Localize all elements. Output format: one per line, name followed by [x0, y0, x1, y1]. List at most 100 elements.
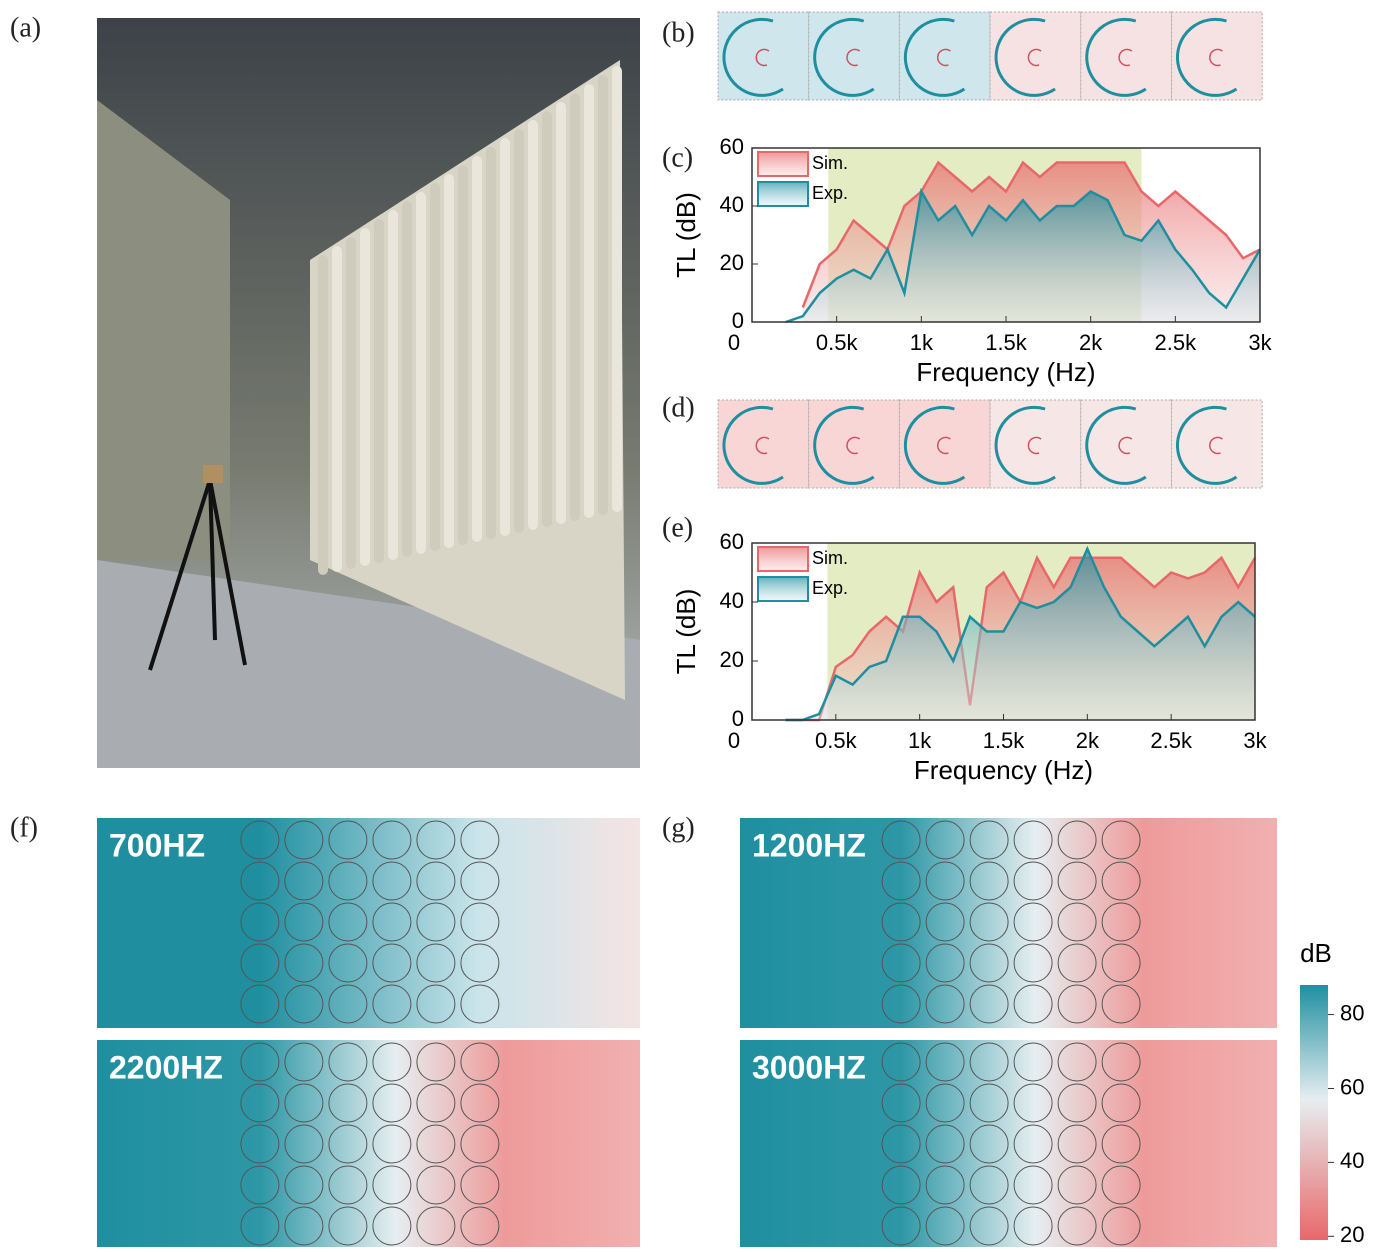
legend-label: Sim.: [812, 548, 848, 568]
scatterer: [1013, 1042, 1053, 1082]
scatterer: [1013, 902, 1053, 942]
colorbar-tick-label: 20: [1340, 1222, 1364, 1247]
panel-label: (b): [662, 17, 695, 48]
scatterer: [416, 984, 456, 1024]
cell-shape: [1175, 17, 1238, 97]
scatterer: [881, 861, 921, 901]
scatterer: [416, 1083, 456, 1123]
pleat: [318, 255, 328, 575]
y-tick-label: 20: [720, 647, 744, 672]
scatterer: [1057, 1206, 1097, 1246]
panel-label: (f): [10, 812, 38, 843]
legend-label: Exp.: [812, 183, 848, 203]
y-tick-label: 60: [720, 529, 744, 554]
scatterer: [372, 984, 412, 1024]
scatterer: [460, 1083, 500, 1123]
scatterer: [881, 1124, 921, 1164]
scatterer: [1101, 902, 1141, 942]
cell-shape: [1085, 17, 1147, 97]
cell: [989, 11, 1082, 101]
colorbar: [1300, 985, 1328, 1240]
scatterer: [1101, 943, 1141, 983]
scatterer: [925, 1206, 965, 1246]
scatterer: [1013, 984, 1053, 1024]
scatterer: [925, 1042, 965, 1082]
scatterer: [460, 984, 500, 1024]
y-axis-label: TL (dB): [671, 589, 701, 675]
x-tick-label: 2k: [1076, 728, 1100, 753]
cell-shape: [813, 17, 875, 97]
scatterer: [1013, 1206, 1053, 1246]
scatterer: [460, 861, 500, 901]
cell: [898, 399, 991, 489]
scatterer: [372, 1042, 412, 1082]
scatterer: [284, 984, 324, 1024]
pleat: [612, 66, 622, 512]
scatterer: [969, 1124, 1009, 1164]
cell-shape: [722, 405, 784, 485]
pleat: [584, 84, 594, 518]
scatterer: [416, 861, 456, 901]
scatterer: [925, 902, 965, 942]
field-maps: 700HZ 2200HZ 1200HZ 3000HZ: [97, 818, 1277, 1247]
y-tick-label: 20: [720, 250, 744, 275]
scatterer: [1057, 984, 1097, 1024]
scatterer: [1057, 943, 1097, 983]
scatterer: [240, 820, 280, 860]
field-map: [97, 1040, 640, 1247]
x-tick-label: 0.5k: [816, 330, 859, 355]
scatterer: [284, 1165, 324, 1205]
colorbar-tick-label: 40: [1340, 1148, 1364, 1173]
colorbar-label: dB: [1300, 938, 1332, 968]
scatterer: [460, 820, 500, 860]
cell: [898, 11, 991, 101]
scatterer: [416, 1124, 456, 1164]
scatterer: [460, 1042, 500, 1082]
series-line: [785, 545, 1256, 722]
cell-shape: [813, 405, 875, 485]
scatterer: [372, 902, 412, 942]
cell-shape: [903, 17, 966, 97]
scatterer: [460, 1124, 500, 1164]
cell-core: [937, 48, 951, 67]
cell-core: [846, 436, 861, 455]
scatterer: [240, 1206, 280, 1246]
pleat: [528, 120, 538, 530]
pleat: [416, 192, 426, 554]
scatterer: [284, 861, 324, 901]
x-tick-label: 2k: [1079, 330, 1103, 355]
legend-swatch: [757, 546, 809, 572]
frequency-label: 2200HZ: [109, 1049, 223, 1085]
scatterer: [881, 1042, 921, 1082]
x-tick-label: 0.5k: [815, 728, 858, 753]
cell-shape: [903, 405, 966, 485]
scatterer: [416, 1042, 456, 1082]
scatterer: [240, 943, 280, 983]
x-tick-label: 2.5k: [1155, 330, 1198, 355]
cell-core: [1118, 436, 1133, 455]
scatterer: [416, 820, 456, 860]
pleat: [472, 156, 482, 542]
scatterer: [969, 1206, 1009, 1246]
scatterer: [240, 984, 280, 1024]
cell: [1080, 11, 1173, 101]
scatterer: [1101, 861, 1141, 901]
scatterer: [416, 902, 456, 942]
scatterer: [1101, 1165, 1141, 1205]
scatterer: [1057, 1165, 1097, 1205]
y-tick-label: 0: [732, 706, 744, 731]
legend-swatch: [757, 576, 809, 602]
scatterer: [969, 861, 1009, 901]
pleat: [346, 237, 356, 569]
scatterer: [925, 943, 965, 983]
photo: [97, 18, 640, 768]
scatterer: [372, 1206, 412, 1246]
scatterer: [240, 861, 280, 901]
scatterer: [328, 1206, 368, 1246]
pleat: [556, 102, 566, 524]
cell: [717, 11, 810, 101]
scatterer: [372, 861, 412, 901]
cell: [989, 399, 1082, 489]
y-tick-label: 40: [720, 192, 744, 217]
